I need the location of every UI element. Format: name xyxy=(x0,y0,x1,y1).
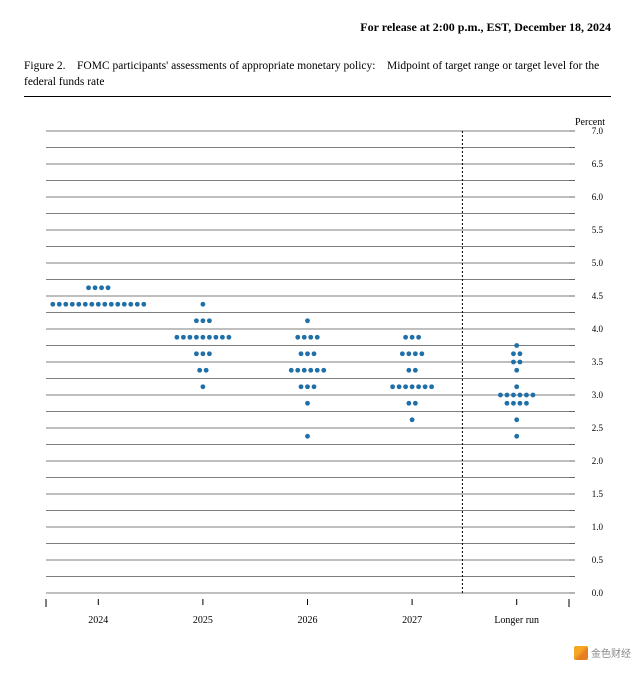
watermark-logo-icon xyxy=(574,646,588,660)
svg-text:4.0: 4.0 xyxy=(592,324,604,334)
svg-text:3.5: 3.5 xyxy=(592,357,604,367)
figure-title: Figure 2. FOMC participants' assessments… xyxy=(24,59,611,90)
svg-text:0.0: 0.0 xyxy=(592,588,604,598)
figure-rule xyxy=(24,96,611,97)
svg-text:2026: 2026 xyxy=(298,615,318,626)
dot-plot-chart: Percent0.00.51.01.52.02.53.03.54.04.55.0… xyxy=(24,113,611,633)
watermark: 金色财经 xyxy=(574,645,631,660)
svg-text:2.0: 2.0 xyxy=(592,456,604,466)
svg-text:3.0: 3.0 xyxy=(592,390,604,400)
svg-text:0.5: 0.5 xyxy=(592,555,604,565)
svg-text:7.0: 7.0 xyxy=(592,126,604,136)
svg-text:5.0: 5.0 xyxy=(592,258,604,268)
release-line: For release at 2:00 p.m., EST, December … xyxy=(24,20,611,35)
svg-text:Longer run: Longer run xyxy=(494,615,539,626)
page: For release at 2:00 p.m., EST, December … xyxy=(0,0,635,696)
svg-text:2024: 2024 xyxy=(88,615,108,626)
svg-text:5.5: 5.5 xyxy=(592,225,604,235)
svg-text:6.0: 6.0 xyxy=(592,192,604,202)
svg-text:1.5: 1.5 xyxy=(592,489,604,499)
svg-text:2.5: 2.5 xyxy=(592,423,604,433)
svg-text:4.5: 4.5 xyxy=(592,291,604,301)
svg-text:2025: 2025 xyxy=(193,615,213,626)
watermark-text: 金色财经 xyxy=(591,645,631,660)
chart-svg: Percent0.00.51.01.52.02.53.03.54.04.55.0… xyxy=(24,113,611,633)
svg-text:6.5: 6.5 xyxy=(592,159,604,169)
svg-text:1.0: 1.0 xyxy=(592,522,604,532)
svg-text:2027: 2027 xyxy=(402,615,422,626)
